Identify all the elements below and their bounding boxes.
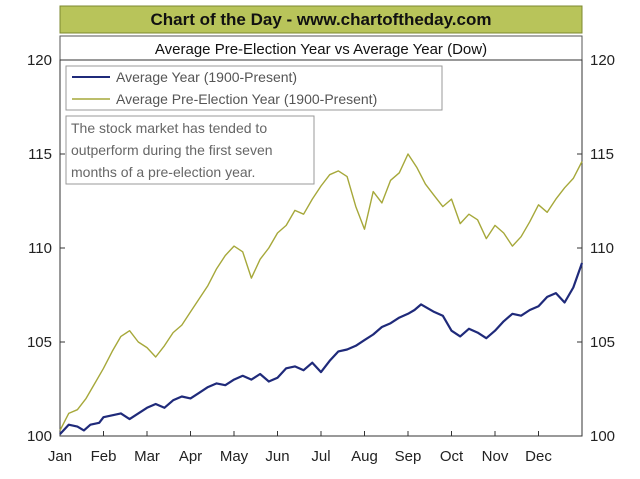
y-tick-label-right: 115 [590, 146, 614, 163]
legend-box [65, 65, 443, 111]
subtitle-box [59, 35, 583, 61]
x-tick-label-oct: Oct [440, 448, 464, 465]
legend-label-pre-election-year: Average Pre-Election Year (1900-Present) [116, 91, 377, 107]
x-tick-label-may: May [220, 448, 249, 465]
header-banner-text: Chart of the Day - www.chartoftheday.com [151, 10, 492, 29]
legend-label-average-year: Average Year (1900-Present) [116, 69, 297, 85]
x-tick-label-aug: Aug [351, 448, 378, 465]
annotation: The stock market has tended to outperfor… [65, 115, 315, 185]
header-banner [59, 5, 583, 34]
x-tick-label-mar: Mar [134, 448, 160, 465]
annotation-line-2: outperform during the first seven [71, 142, 273, 158]
x-tick-label-jun: Jun [265, 448, 289, 465]
annotation-line-3: months of a pre-election year. [71, 164, 255, 180]
y-tick-label-left: 115 [28, 146, 52, 163]
x-tick-label-jul: Jul [311, 448, 330, 465]
y-tick-label-right: 105 [590, 334, 615, 351]
x-tick-label-dec: Dec [525, 448, 552, 465]
x-tick-label-apr: Apr [179, 448, 202, 465]
x-tick-label-feb: Feb [91, 448, 117, 465]
series-line-average-year [59, 262, 584, 435]
series-lines [59, 153, 584, 435]
y-tick-label-right: 100 [590, 428, 615, 445]
annotation-box [65, 115, 315, 185]
y-tick-label-left: 110 [28, 240, 52, 257]
y-tick-label-left: 120 [27, 52, 52, 69]
series-line-pre-election-year [59, 153, 583, 431]
y-tick-label-left: 105 [27, 334, 52, 351]
annotation-line-1: The stock market has tended to [71, 120, 267, 136]
x-tick-label-sep: Sep [395, 448, 422, 465]
x-tick-label-jan: Jan [48, 448, 72, 465]
y-tick-label-left: 100 [27, 428, 52, 445]
chart-title: Average Pre-Election Year vs Average Yea… [155, 41, 487, 58]
y-tick-label-right: 110 [590, 240, 614, 257]
axis-ticks: 100 100 105 105 110 110 115 115 120 120 Jan Feb Mar A… [27, 52, 615, 465]
legend: Average Year (1900-Present) Average Pre-… [65, 65, 443, 111]
y-tick-label-right: 120 [590, 52, 615, 69]
x-tick-label-nov: Nov [482, 448, 509, 465]
